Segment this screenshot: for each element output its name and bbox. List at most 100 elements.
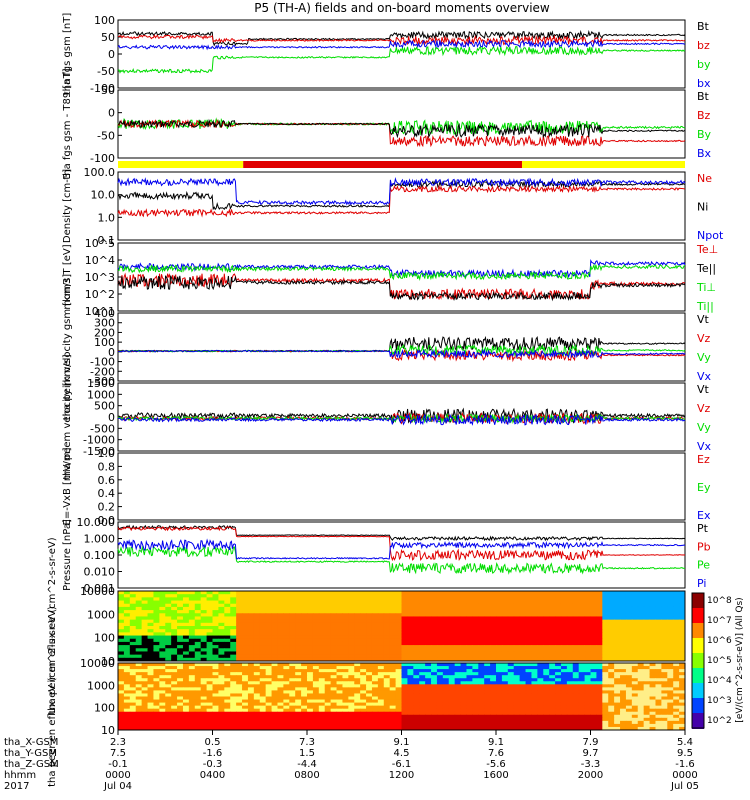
heatmap-cell [200, 645, 208, 649]
heatmap-cell [531, 684, 538, 688]
heatmap-cell [436, 714, 444, 719]
heatmap-cell [389, 705, 397, 710]
heatmap-cell [224, 690, 231, 694]
heatmap-cell [159, 641, 166, 646]
heatmap-cell [501, 690, 509, 694]
heatmap-cell [377, 723, 385, 728]
heatmap-cell [147, 720, 154, 725]
heatmap-cell [247, 726, 255, 731]
heatmap-cell [307, 672, 314, 676]
heatmap-cell [312, 657, 320, 662]
heatmap-cell [253, 690, 261, 694]
heatmap-cell [661, 708, 668, 713]
heatmap-cell [247, 629, 255, 633]
heatmap-cell [490, 651, 497, 656]
heatmap-cell [360, 657, 367, 662]
heatmap-cell [608, 690, 615, 694]
heatmap-cell [253, 626, 261, 630]
heatmap-cell [159, 684, 166, 688]
heatmap-cell [620, 610, 627, 614]
heatmap-cell [312, 600, 320, 605]
heatmap-cell [472, 717, 479, 722]
heatmap-cell [224, 597, 231, 602]
heatmap-cell [661, 726, 668, 731]
heatmap-cell [330, 726, 338, 731]
heatmap-cell [377, 711, 385, 716]
heatmap-cell [454, 651, 462, 656]
heatmap-cell [371, 714, 379, 719]
heatmap-cell [513, 675, 521, 679]
heatmap-cell [501, 663, 509, 667]
heatmap-cell [490, 696, 497, 701]
heatmap-cell [366, 638, 373, 643]
heatmap-cell [371, 717, 379, 722]
heatmap-cell [212, 613, 219, 617]
heatmap-cell [253, 669, 261, 673]
heatmap-cell [566, 696, 574, 701]
heatmap-cell [123, 619, 131, 624]
heatmap-cell [578, 663, 586, 667]
heatmap-cell [679, 711, 686, 716]
heatmap-cell [419, 687, 426, 691]
heatmap-cell [182, 702, 190, 707]
heatmap-cell [336, 606, 343, 611]
heatmap-cell [537, 629, 544, 633]
heatmap-cell [188, 626, 196, 630]
heatmap-cell [513, 663, 521, 667]
heatmap-cell [537, 714, 544, 719]
heatmap-cell [230, 675, 237, 679]
heatmap-cell [324, 681, 332, 685]
heatmap-cell [442, 610, 450, 614]
heatmap-cell [218, 591, 225, 595]
heatmap-cell [555, 635, 562, 640]
heatmap-cell [371, 645, 379, 649]
heatmap-cell [307, 619, 314, 624]
heatmap-cell [123, 654, 131, 659]
heatmap-cell [478, 696, 485, 701]
heatmap-cell [123, 726, 131, 731]
heatmap-cell [389, 696, 397, 701]
heatmap-cell [230, 687, 237, 691]
heatmap-cell [123, 720, 131, 725]
heatmap-cell [200, 687, 208, 691]
heatmap-cell [165, 687, 172, 691]
heatmap-cell [224, 699, 231, 704]
heatmap-cell [419, 622, 426, 627]
heatmap-cell [247, 711, 255, 716]
heatmap-cell [513, 702, 521, 707]
y-tick-label: 0.4 [98, 487, 116, 500]
heatmap-cell [312, 708, 320, 713]
heatmap-cell [655, 723, 662, 728]
heatmap-cell [118, 669, 125, 673]
colorbar: 10^810^710^610^510^410^310^2 [eV/(cm^2-s-… [691, 592, 745, 729]
heatmap-cell [679, 635, 686, 640]
heatmap-cell [324, 626, 332, 630]
colorbar-segment [692, 623, 704, 639]
heatmap-cell [419, 726, 426, 731]
heatmap-cell [655, 651, 662, 656]
heatmap-cell [631, 699, 639, 704]
heatmap-cell [330, 666, 338, 670]
heatmap-cell [661, 714, 668, 719]
heatmap-cell [549, 632, 556, 637]
heatmap-cell [348, 666, 355, 670]
heatmap-cell [194, 711, 202, 716]
legend-Ne: Ne [697, 172, 712, 185]
heatmap-cell [342, 606, 349, 611]
heatmap-cell [578, 603, 586, 608]
heatmap-cell [454, 684, 462, 688]
heatmap-cell [383, 717, 391, 722]
heatmap-cell [230, 648, 237, 652]
heatmap-cell [123, 672, 131, 676]
heatmap-cell [200, 635, 208, 640]
heatmap-cell [566, 708, 574, 713]
heatmap-cell [555, 616, 562, 621]
heatmap-cell [212, 626, 219, 630]
heatmap-cell [519, 717, 527, 722]
heatmap-cell [182, 726, 190, 731]
colorbar-tick-label: 10^4 [707, 676, 732, 686]
heatmap-cell [371, 600, 379, 605]
heatmap-cell [141, 690, 149, 694]
heatmap-cell [200, 622, 208, 627]
heatmap-cell [555, 726, 562, 731]
